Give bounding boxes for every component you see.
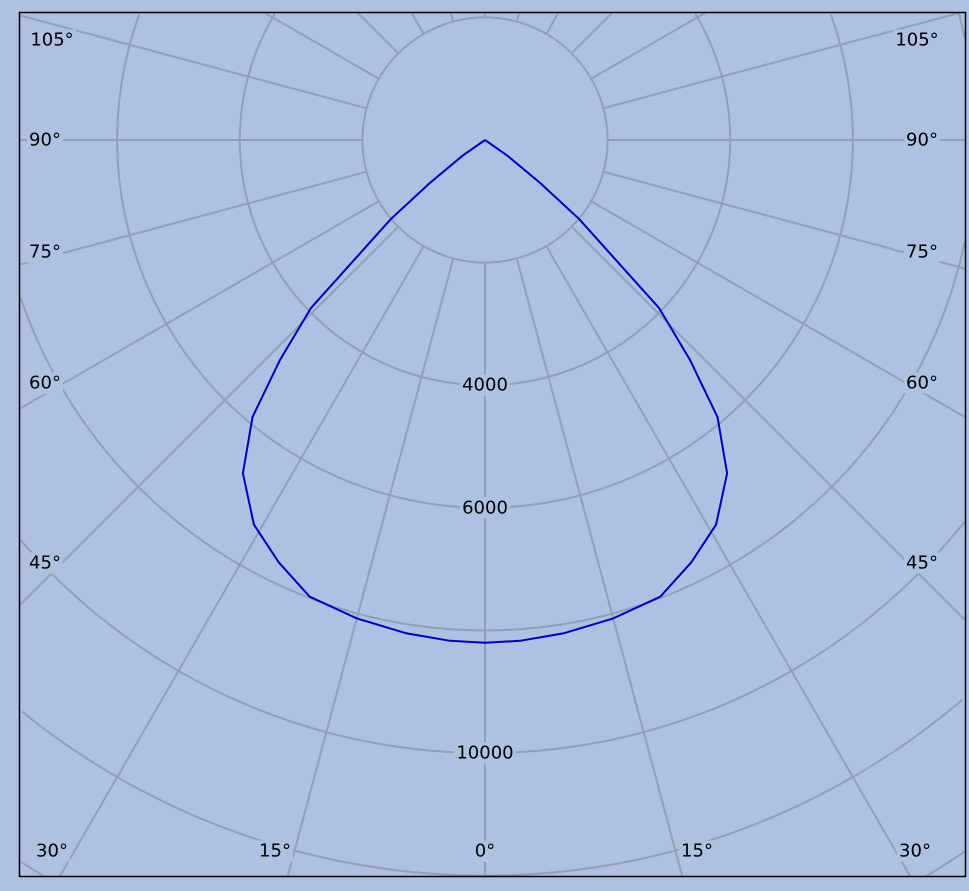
spoke-gridline — [590, 12, 706, 80]
ring-gridline — [116, 13, 854, 509]
label-background — [893, 29, 941, 51]
spoke-gridline — [357, 12, 400, 55]
spoke-gridline — [603, 12, 960, 110]
angle-label-left: 90° — [29, 130, 61, 151]
curve-layer — [241, 139, 729, 644]
label-background — [904, 372, 940, 394]
intensity-curve — [241, 139, 729, 644]
label-background — [27, 372, 63, 394]
ring-gridline — [21, 698, 964, 877]
angle-label-right: 30° — [899, 841, 931, 862]
label-background — [897, 840, 933, 862]
plot-frame — [18, 11, 967, 878]
radial-tick-label: 6000 — [462, 497, 508, 518]
angle-label-center: 0° — [475, 841, 495, 862]
angle-label-right: 45° — [906, 553, 938, 574]
angle-label-left: 105° — [30, 30, 73, 51]
spoke-gridline — [570, 12, 613, 55]
ring-gridline — [19, 520, 966, 754]
label-background — [904, 552, 940, 574]
label-background — [28, 29, 76, 51]
label-background — [460, 374, 510, 396]
angle-label-left: 60° — [29, 373, 61, 394]
angle-label-right: 60° — [906, 373, 938, 394]
spoke-gridline — [19, 200, 380, 410]
angle-label-right: 90° — [906, 130, 938, 151]
angle-label-right: 105° — [895, 30, 938, 51]
spoke-gridline — [19, 14, 367, 110]
label-background — [460, 497, 510, 519]
label-background — [679, 840, 715, 862]
spoke-gridline — [19, 170, 367, 266]
label-background — [472, 840, 498, 862]
label-background — [27, 241, 63, 263]
spoke-gridline — [545, 245, 911, 877]
spoke-gridline — [264, 12, 380, 80]
angle-label-left: 15° — [259, 841, 291, 862]
spoke-gridline — [19, 225, 400, 606]
spoke-gridline — [570, 225, 966, 621]
spoke-gridline — [515, 12, 520, 22]
angle-label-right: 15° — [681, 841, 713, 862]
label-background — [904, 129, 940, 151]
spoke-gridline — [59, 245, 425, 877]
label-background — [454, 742, 516, 764]
label-background — [34, 840, 70, 862]
radial-tick-label: 10000 — [456, 743, 513, 764]
label-background — [27, 129, 63, 151]
angle-label-left: 30° — [36, 841, 68, 862]
spoke-gridline — [450, 12, 455, 22]
ring-gridline — [20, 850, 966, 877]
spoke-gridline — [590, 200, 966, 418]
ring-gridline — [238, 13, 732, 387]
spoke-gridline — [545, 12, 560, 35]
angle-label-right: 75° — [906, 242, 938, 263]
label-background — [257, 840, 293, 862]
radial-tick-label: 4000 — [462, 375, 508, 396]
spoke-gridline — [286, 258, 455, 877]
ring-gridline — [19, 12, 966, 632]
label-background — [27, 552, 63, 574]
angle-label-left: 45° — [29, 553, 61, 574]
spoke-gridline — [410, 12, 425, 35]
angle-label-left: 75° — [29, 242, 61, 263]
label-layer: 4000 6000 10000 105° 90° 75° 60° 45° 30°… — [27, 29, 941, 862]
spoke-gridline — [515, 258, 684, 877]
label-background — [904, 241, 940, 263]
